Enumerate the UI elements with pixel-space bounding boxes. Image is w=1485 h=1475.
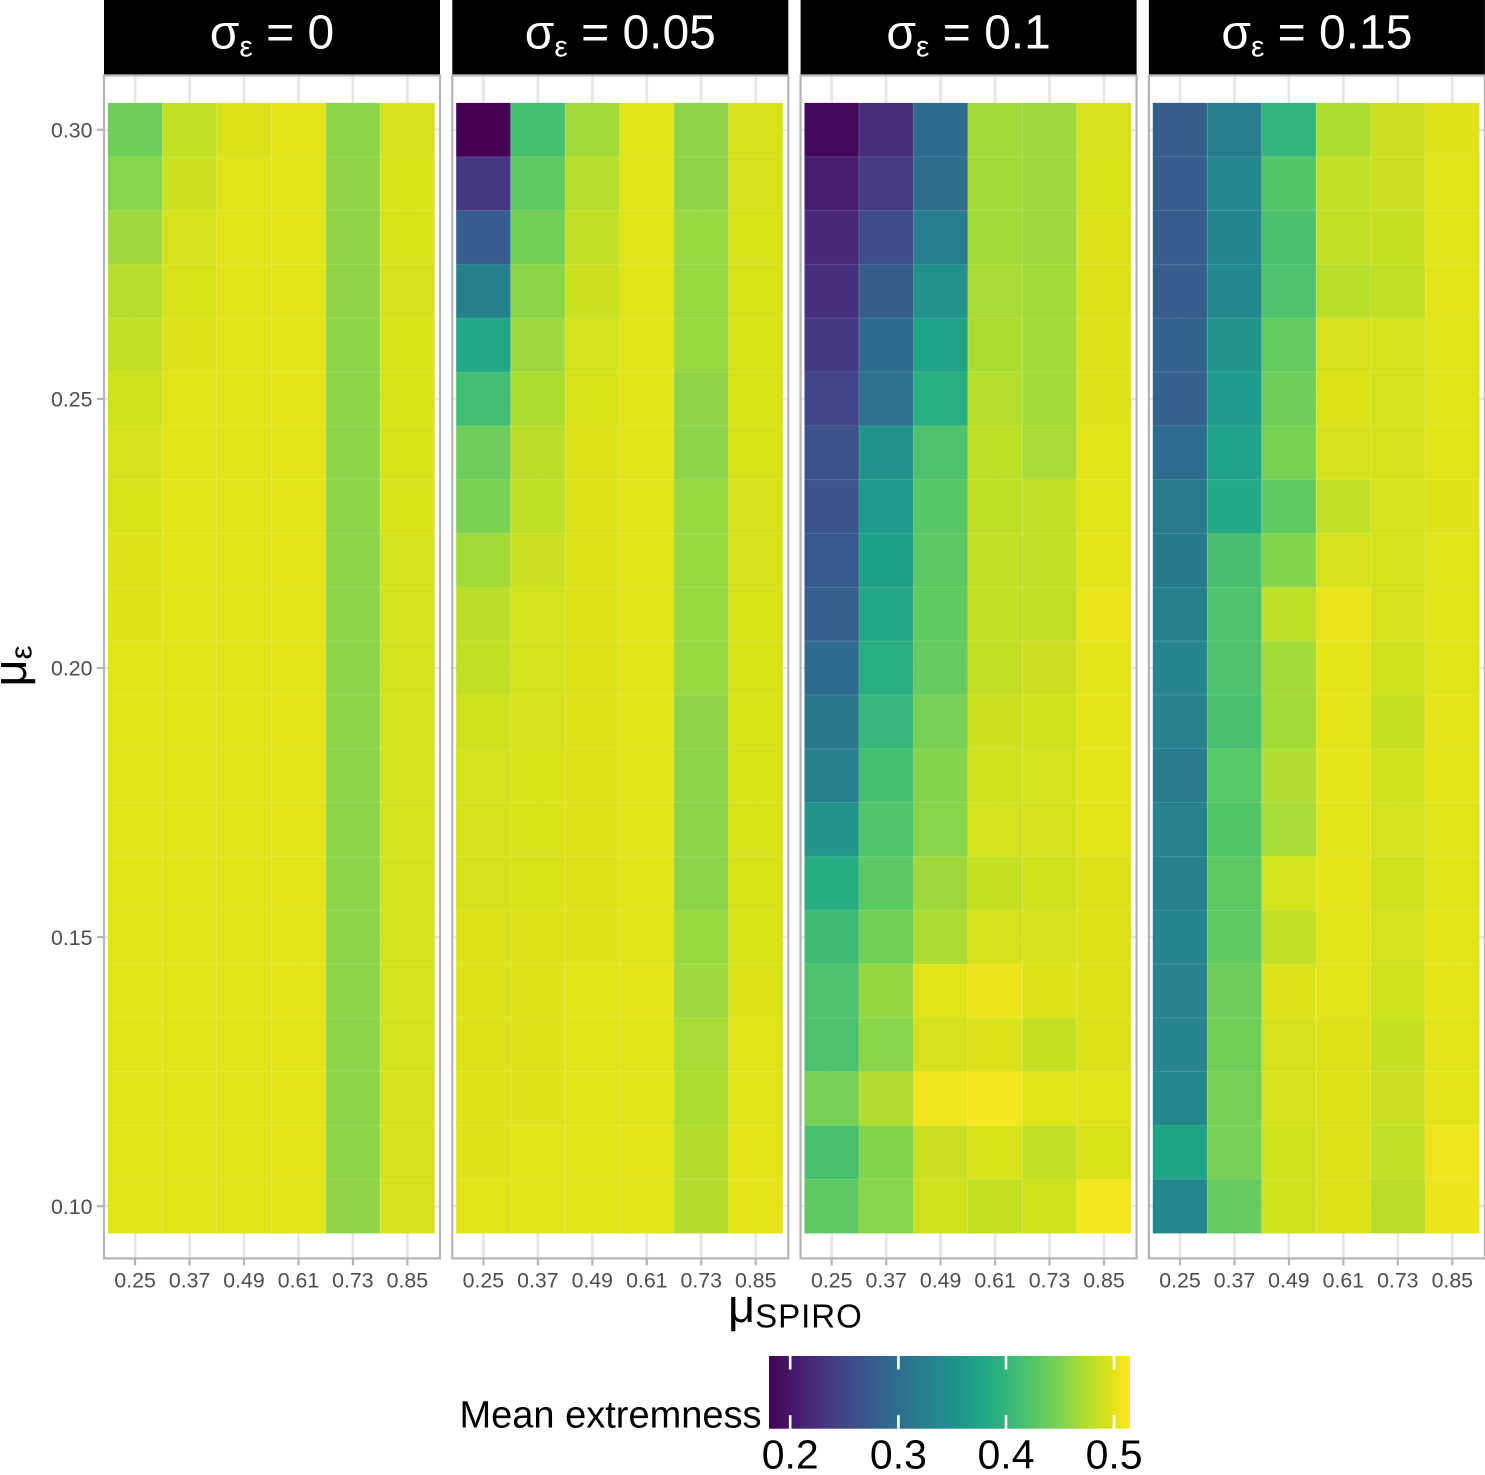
svg-text:0.49: 0.49 <box>223 1269 264 1293</box>
svg-text:0.30: 0.30 <box>51 119 93 143</box>
svg-text:0.73: 0.73 <box>1029 1269 1070 1293</box>
svg-text:0.61: 0.61 <box>974 1269 1015 1293</box>
svg-text:0.5: 0.5 <box>1086 1432 1143 1475</box>
svg-text:0.49: 0.49 <box>1268 1269 1309 1293</box>
svg-text:0.61: 0.61 <box>278 1269 319 1293</box>
svg-text:Mean extremness: Mean extremness <box>459 1395 761 1437</box>
svg-text:0.73: 0.73 <box>680 1269 721 1293</box>
svg-text:0.25: 0.25 <box>51 388 92 412</box>
svg-text:0.85: 0.85 <box>387 1269 428 1293</box>
svg-text:σε = 0.15: σε = 0.15 <box>1221 7 1412 64</box>
svg-text:0.25: 0.25 <box>811 1269 852 1293</box>
svg-text:0.25: 0.25 <box>463 1269 504 1293</box>
svg-text:με: με <box>0 645 39 686</box>
svg-text:0.2: 0.2 <box>762 1432 819 1475</box>
svg-text:0.85: 0.85 <box>735 1269 776 1293</box>
svg-text:0.37: 0.37 <box>1214 1269 1255 1293</box>
svg-text:σε = 0: σε = 0 <box>210 7 334 64</box>
svg-text:0.61: 0.61 <box>1323 1269 1364 1293</box>
svg-text:0.85: 0.85 <box>1083 1269 1124 1293</box>
svg-text:0.3: 0.3 <box>870 1432 927 1475</box>
svg-text:0.25: 0.25 <box>114 1269 155 1293</box>
svg-text:0.61: 0.61 <box>626 1269 667 1293</box>
svg-text:0.15: 0.15 <box>51 926 92 950</box>
svg-text:0.10: 0.10 <box>51 1195 93 1219</box>
svg-text:0.20: 0.20 <box>51 657 93 681</box>
svg-text:0.73: 0.73 <box>332 1269 373 1293</box>
svg-text:0.49: 0.49 <box>572 1269 613 1293</box>
svg-text:0.25: 0.25 <box>1159 1269 1200 1293</box>
svg-text:0.73: 0.73 <box>1377 1269 1418 1293</box>
svg-text:0.49: 0.49 <box>920 1269 961 1293</box>
svg-text:0.37: 0.37 <box>169 1269 210 1293</box>
svg-text:0.4: 0.4 <box>978 1432 1035 1475</box>
svg-text:σε = 0.05: σε = 0.05 <box>525 7 716 64</box>
svg-text:0.37: 0.37 <box>517 1269 558 1293</box>
svg-text:σε = 0.1: σε = 0.1 <box>886 7 1050 64</box>
svg-text:0.85: 0.85 <box>1432 1269 1473 1293</box>
svg-text:0.37: 0.37 <box>865 1269 906 1293</box>
